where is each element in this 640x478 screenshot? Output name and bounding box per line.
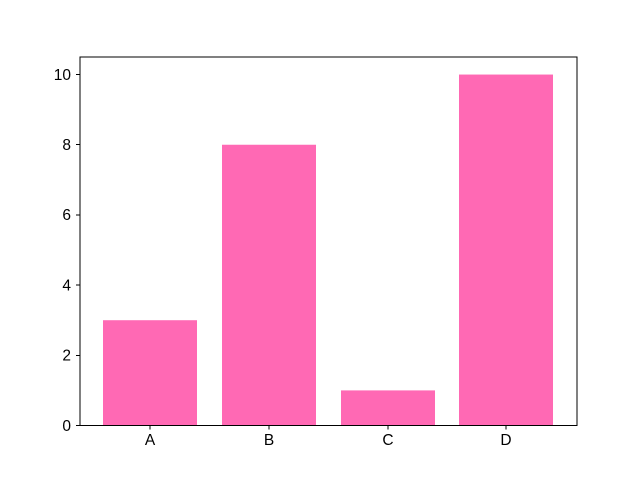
svg-text:D: D [500,432,511,449]
svg-text:4: 4 [62,277,71,294]
svg-text:A: A [145,432,156,449]
svg-text:10: 10 [54,67,72,84]
svg-text:C: C [382,432,393,449]
svg-text:8: 8 [62,137,71,154]
svg-text:2: 2 [62,348,71,365]
svg-text:6: 6 [62,207,71,224]
svg-text:B: B [264,432,274,449]
svg-text:0: 0 [62,418,71,435]
